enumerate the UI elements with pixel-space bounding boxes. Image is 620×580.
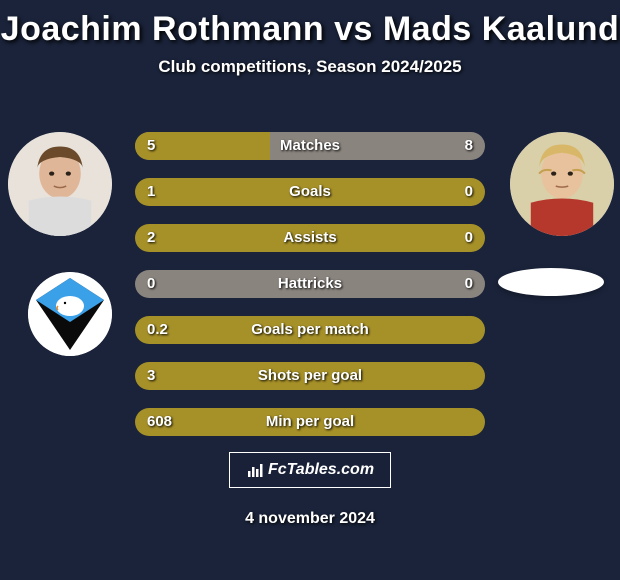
stat-label: Goals [135,178,485,206]
stat-label: Assists [135,224,485,252]
player-left-avatar [8,132,112,236]
stat-label: Min per goal [135,408,485,436]
stat-row: Matches5 8 [135,128,485,164]
stat-row: Assists2 0 [135,220,485,256]
stat-row: Hattricks0 0 [135,266,485,302]
stat-label: Shots per goal [135,362,485,390]
branding-badge: FcTables.com [229,452,391,488]
stat-label: Hattricks [135,270,485,298]
page-subtitle: Club competitions, Season 2024/2025 [0,57,620,77]
branding-text: FcTables.com [268,461,374,479]
comparison-infographic: Joachim Rothmann vs Mads Kaalund Club co… [0,10,620,580]
stat-value-left: 0 [147,270,155,298]
stat-row: Goals1 0 [135,174,485,210]
stat-value-right: 0 [465,270,473,298]
stat-value-right: 8 [465,132,473,160]
stat-row: Goals per match0.2 [135,312,485,348]
infographic-date: 4 november 2024 [0,510,620,528]
player-right-avatar [510,132,614,236]
stat-value-left: 2 [147,224,155,252]
stats-chart: Matches58Goals10Assists20Hattricks00Goal… [135,128,485,450]
player-right-club-logo [498,268,604,296]
stat-value-right: 0 [465,224,473,252]
stat-row: Min per goal608 [135,404,485,440]
stat-value-left: 5 [147,132,155,160]
stat-value-right: 0 [465,178,473,206]
stat-row: Shots per goal3 [135,358,485,394]
stat-value-left: 1 [147,178,155,206]
stat-value-left: 3 [147,362,155,390]
stat-value-left: 608 [147,408,172,436]
chart-icon [246,461,264,479]
page-title: Joachim Rothmann vs Mads Kaalund [0,10,620,49]
stat-value-left: 0.2 [147,316,168,344]
stat-label: Matches [135,132,485,160]
stat-label: Goals per match [135,316,485,344]
player-left-club-logo [28,272,112,356]
